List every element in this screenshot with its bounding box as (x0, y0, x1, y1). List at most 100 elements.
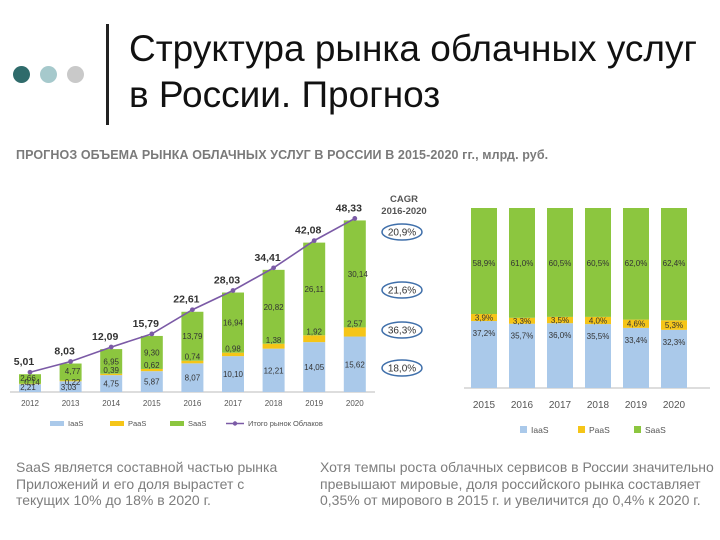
data-label: 5,3% (665, 321, 683, 330)
legend-marker (232, 421, 238, 426)
bar-paas (509, 317, 535, 324)
x-tick-label: 2019 (625, 400, 648, 411)
slide-title: Структура рынка облачных услуг в России.… (129, 28, 697, 115)
bar-paas (343, 327, 366, 337)
data-label: 2,66 (20, 374, 36, 383)
data-label: 4,75 (103, 380, 119, 389)
total-point (149, 331, 155, 337)
data-label: 3,3% (513, 317, 531, 326)
title-divider (106, 24, 109, 125)
data-label: 20,82 (264, 303, 285, 312)
total-label: 15,79 (133, 318, 159, 330)
data-label: 0,22 (65, 378, 81, 387)
bar-saas (181, 311, 204, 361)
x-tick-label: 2020 (346, 399, 364, 408)
data-label: 13,79 (182, 332, 203, 341)
data-label: 3,03 (61, 383, 77, 392)
x-tick-label: 2015 (473, 400, 496, 411)
decorative-dots (13, 66, 97, 84)
data-label: 61,0% (511, 259, 534, 268)
bar-iaas (19, 384, 41, 392)
chart-right: 37,2% 3,9% 58,9% 2015 35,7% 3,3% 61,0% 2016 36,0… (464, 208, 710, 435)
data-label: 30,14 (348, 270, 369, 279)
cagr-value: 20,9% (388, 228, 416, 239)
chart-subtitle: ПРОГНОЗ ОБЪЕМА РЫНКА ОБЛАЧНЫХ УСЛУГ В РО… (16, 148, 549, 162)
bar-iaas (222, 356, 244, 392)
bar-iaas (471, 321, 497, 388)
dot-2 (40, 66, 57, 83)
total-point (311, 238, 317, 244)
bar-iaas (547, 323, 573, 388)
x-tick-label: 2016 (511, 400, 534, 411)
data-label: 1,38 (266, 336, 282, 345)
total-label: 42,08 (295, 225, 321, 237)
bar-iaas (100, 375, 123, 392)
bar-saas (343, 220, 366, 328)
data-label: 26,11 (304, 285, 324, 294)
data-label: 4,77 (65, 367, 81, 376)
total-point (190, 307, 195, 313)
data-label: 62,4% (663, 259, 686, 268)
total-point (352, 216, 358, 221)
cagr-title: 2016-2020 (381, 206, 426, 217)
data-label: 37,2% (473, 329, 496, 338)
x-tick-label: 2016 (184, 399, 202, 408)
bar-saas (585, 208, 611, 317)
total-label: 5,01 (14, 356, 35, 368)
bar-paas (585, 316, 611, 325)
bar-paas (222, 352, 244, 357)
data-label: 0,62 (144, 361, 160, 370)
bar-saas (303, 242, 326, 336)
bar-saas (471, 208, 497, 315)
bar-saas (19, 374, 41, 384)
bar-iaas (585, 324, 611, 388)
bar-iaas (59, 381, 82, 392)
data-label: 10,10 (223, 370, 244, 379)
data-label: 9,30 (144, 348, 160, 357)
x-tick-label: 2014 (102, 399, 120, 408)
data-label: 32,3% (663, 338, 686, 347)
x-tick-label: 2013 (62, 399, 80, 408)
x-tick-label: 2012 (21, 399, 39, 408)
legend-swatch (634, 426, 641, 433)
data-label: 60,5% (549, 259, 572, 268)
bar-saas (262, 269, 285, 344)
total-label: 12,09 (92, 331, 118, 343)
data-label: 35,5% (587, 332, 610, 341)
data-label: 6,95 (103, 357, 119, 366)
total-label: 48,33 (336, 202, 362, 214)
cagr-title: CAGR (390, 194, 418, 205)
x-tick-label: 2017 (224, 399, 242, 408)
bar-paas (303, 335, 326, 343)
bar-paas (59, 380, 82, 382)
bar-paas (262, 343, 285, 349)
data-label: 36,0% (549, 331, 572, 340)
data-label: 12,21 (264, 366, 285, 375)
total-point (230, 288, 236, 293)
legend-swatch (578, 426, 585, 433)
bar-paas (140, 368, 163, 372)
total-label: 34,41 (254, 252, 280, 264)
data-label: 60,5% (587, 259, 610, 268)
legend-swatch (170, 421, 184, 426)
legend-label: Итого рынок Облаков (248, 419, 323, 428)
data-label: 0,74 (185, 353, 201, 362)
data-label: 35,7% (511, 332, 534, 341)
x-tick-label: 2017 (549, 400, 572, 411)
x-tick-label: 2015 (143, 399, 161, 408)
legend-label: IaaS (68, 419, 83, 428)
x-tick-label: 2018 (265, 399, 283, 408)
cagr-oval (381, 223, 423, 241)
data-label: 3,5% (551, 316, 569, 325)
bar-iaas (181, 363, 204, 392)
data-label: 2,57 (347, 319, 363, 328)
cagr-value: 21,6% (388, 286, 416, 297)
bar-paas (471, 314, 497, 322)
data-label: 0,98 (225, 345, 241, 354)
data-label: 58,9% (473, 259, 496, 268)
total-label: 22,61 (173, 294, 199, 306)
data-label: 0,39 (103, 366, 119, 375)
cagr-oval (381, 321, 423, 339)
caption-right: Хотя темпы роста облачных сервисов в Рос… (320, 459, 714, 508)
bar-saas (59, 363, 82, 381)
